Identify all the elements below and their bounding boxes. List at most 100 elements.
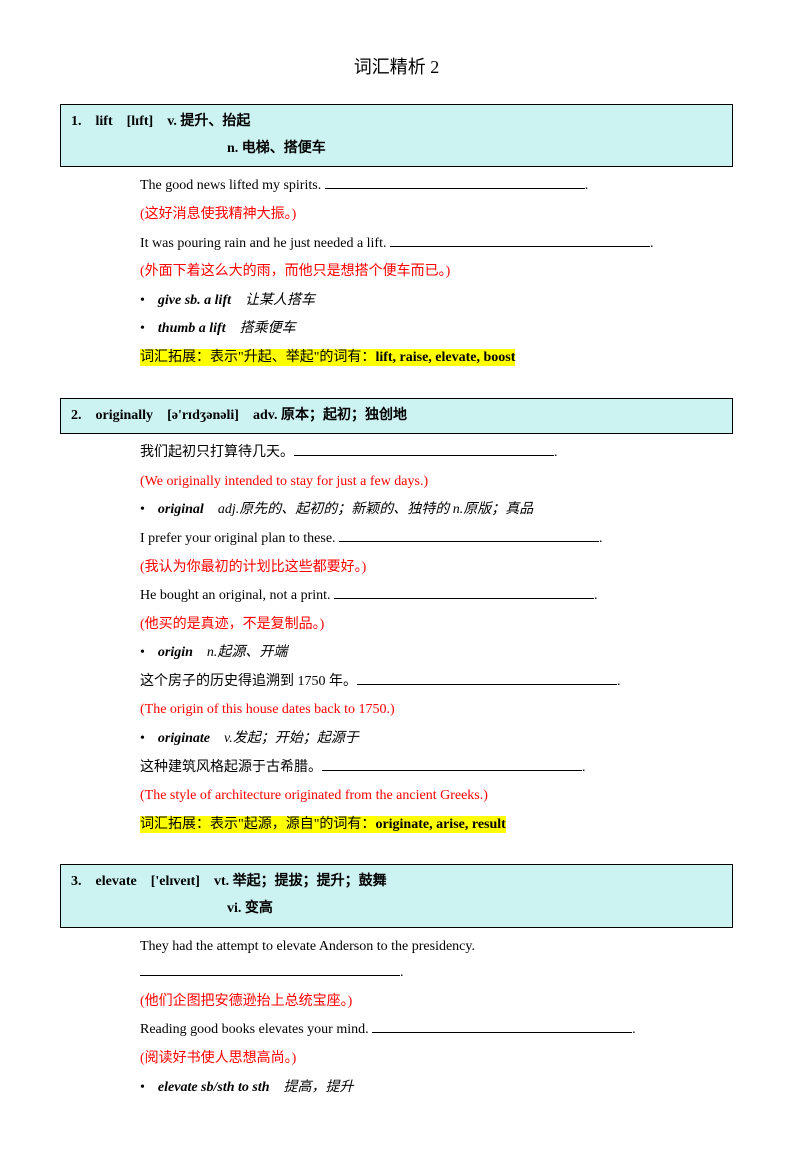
collocation-phrase: elevate sb/sth to sth xyxy=(158,1080,270,1095)
example-text: They had the attempt to elevate Anderson… xyxy=(140,939,475,954)
translation-line: (阅读好书使人思想高尚。) xyxy=(140,1046,733,1073)
entry-pos2: n. xyxy=(227,141,238,156)
entry-def1: 举起；提拔；提升；鼓舞 xyxy=(229,874,387,889)
example-line-zh: 这种建筑风格起源于古希腊。. xyxy=(140,755,733,782)
entry-content: The good news lifted my spirits. . (这好消息使… xyxy=(60,167,733,371)
example-text: He bought an original, not a print. xyxy=(140,588,334,603)
highlight-text: 词汇拓展：表示"起源，源自"的词有：originate, arise, resu… xyxy=(140,816,506,833)
example-text-zh: 我们起初只打算待几天。 xyxy=(140,445,294,460)
translation-text: (他们企图把安德逊抬上总统宝座。) xyxy=(140,994,352,1009)
example-line-zh: 我们起初只打算待几天。. xyxy=(140,440,733,467)
entry-phonetic: [lɪft] xyxy=(127,114,154,129)
entry-header-line1: 2. originally [ə'rɪdʒənəli] adv. 原本；起初；独… xyxy=(71,403,722,430)
period: . xyxy=(582,760,586,775)
entry-num: 3. xyxy=(71,874,82,889)
section-gap xyxy=(60,374,733,384)
example-line: It was pouring rain and he just needed a… xyxy=(140,231,733,258)
blank-line xyxy=(140,975,400,976)
entry-pos1: v. xyxy=(167,114,177,129)
period: . xyxy=(617,674,621,689)
collocation-meaning: v.发起；开始；起源于 xyxy=(224,731,359,746)
translation-text: (The origin of this house dates back to … xyxy=(140,702,395,717)
section-gap xyxy=(60,1103,733,1113)
example-line: I prefer your original plan to these. . xyxy=(140,526,733,553)
entry-phonetic: ['elɪveɪt] xyxy=(151,874,200,889)
collocation-meaning: 搭乘便车 xyxy=(240,321,296,336)
highlight-prefix: 词汇拓展：表示"起源，源自"的词有： xyxy=(140,817,375,832)
entry-header: 1. lift [lɪft] v. 提升、抬起 n. 电梯、搭便车 xyxy=(60,104,733,167)
period: . xyxy=(585,178,589,193)
collocation-meaning: 提高，提升 xyxy=(284,1080,354,1095)
translation-line: (他们企图把安德逊抬上总统宝座。) xyxy=(140,989,733,1016)
bullet-icon: • xyxy=(140,321,145,336)
collocation-meaning: 让某人搭车 xyxy=(245,293,315,308)
collocation-line: • original adj.原先的、起初的；新颖的、独特的 n.原版；真品 xyxy=(140,497,733,524)
entry-def2: 变高 xyxy=(241,901,273,916)
entries-container: 1. lift [lɪft] v. 提升、抬起 n. 电梯、搭便车The goo… xyxy=(60,104,733,1113)
entry-header-line2: vi. 变高 xyxy=(71,896,722,923)
blank-line xyxy=(294,455,554,456)
example-text: I prefer your original plan to these. xyxy=(140,531,339,546)
highlight-line: 词汇拓展：表示"升起、举起"的词有：lift, raise, elevate, … xyxy=(140,345,733,372)
example-line: The good news lifted my spirits. . xyxy=(140,173,733,200)
example-text: Reading good books elevates your mind. xyxy=(140,1022,372,1037)
example-text: The good news lifted my spirits. xyxy=(140,178,325,193)
translation-line: (他买的是真迹，不是复制品。) xyxy=(140,612,733,639)
collocation-line: • originate v.发起；开始；起源于 xyxy=(140,726,733,753)
highlight-words: originate, arise, result xyxy=(375,817,505,832)
entry-def2: 电梯、搭便车 xyxy=(238,141,326,156)
collocation-phrase: thumb a lift xyxy=(158,321,226,336)
highlight-line: 词汇拓展：表示"起源，源自"的词有：originate, arise, resu… xyxy=(140,812,733,839)
period: . xyxy=(650,236,654,251)
period: . xyxy=(554,445,558,460)
blank-line xyxy=(325,188,585,189)
entry-pos1: adv. xyxy=(253,408,278,423)
blank-line xyxy=(357,684,617,685)
period: . xyxy=(632,1022,636,1037)
translation-text: (我认为你最初的计划比这些都要好。) xyxy=(140,560,366,575)
highlight-words: lift, raise, elevate, boost xyxy=(375,350,515,365)
entry-num: 2. xyxy=(71,408,82,423)
collocation-meaning: n.起源、开端 xyxy=(207,645,288,660)
collocation-line: • origin n.起源、开端 xyxy=(140,640,733,667)
collocation-phrase: origin xyxy=(158,645,193,660)
entry-header: 2. originally [ə'rɪdʒənəli] adv. 原本；起初；独… xyxy=(60,398,733,435)
entry-header-line2: n. 电梯、搭便车 xyxy=(71,136,722,163)
translation-line: (外面下着这么大的雨，而他只是想搭个便车而已。) xyxy=(140,259,733,286)
entry-def1: 提升、抬起 xyxy=(177,114,251,129)
translation-text: (外面下着这么大的雨，而他只是想搭个便车而已。) xyxy=(140,264,450,279)
translation-line: (我认为你最初的计划比这些都要好。) xyxy=(140,555,733,582)
translation-text: (We originally intended to stay for just… xyxy=(140,474,428,489)
bullet-icon: • xyxy=(140,731,145,746)
example-line-zh: 这个房子的历史得追溯到 1750 年。. xyxy=(140,669,733,696)
entry-headword: lift xyxy=(96,114,113,129)
section-gap xyxy=(60,840,733,850)
example-text-zh: 这个房子的历史得追溯到 1750 年。 xyxy=(140,674,357,689)
blank-line xyxy=(339,541,599,542)
example-line: They had the attempt to elevate Anderson… xyxy=(140,934,733,987)
entry-pos1: vt. xyxy=(214,874,229,889)
example-text-zh: 这种建筑风格起源于古希腊。 xyxy=(140,760,322,775)
blank-line xyxy=(390,246,650,247)
highlight-text: 词汇拓展：表示"升起、举起"的词有：lift, raise, elevate, … xyxy=(140,349,515,366)
period: . xyxy=(400,965,404,980)
translation-line: (We originally intended to stay for just… xyxy=(140,469,733,496)
blank-line xyxy=(322,770,582,771)
entry-headword: elevate xyxy=(96,874,137,889)
collocation-line: • give sb. a lift 让某人搭车 xyxy=(140,288,733,315)
collocation-meaning: adj.原先的、起初的；新颖的、独特的 n.原版；真品 xyxy=(218,502,533,517)
entry-phonetic: [ə'rɪdʒənəli] xyxy=(167,408,239,423)
collocation-phrase: give sb. a lift xyxy=(158,293,231,308)
entry-header-line1: 3. elevate ['elɪveɪt] vt. 举起；提拔；提升；鼓舞 xyxy=(71,869,722,896)
entry-content: They had the attempt to elevate Anderson… xyxy=(60,928,733,1102)
translation-line: (The style of architecture originated fr… xyxy=(140,783,733,810)
translation-text: (这好消息使我精神大振。) xyxy=(140,207,296,222)
page-title: 词汇精析 2 xyxy=(60,50,733,84)
example-text: It was pouring rain and he just needed a… xyxy=(140,236,390,251)
collocation-phrase: original xyxy=(158,502,204,517)
collocation-line: • thumb a lift 搭乘便车 xyxy=(140,316,733,343)
translation-text: (他买的是真迹，不是复制品。) xyxy=(140,617,324,632)
bullet-icon: • xyxy=(140,293,145,308)
entry-header-line1: 1. lift [lɪft] v. 提升、抬起 xyxy=(71,109,722,136)
translation-text: (The style of architecture originated fr… xyxy=(140,788,488,803)
